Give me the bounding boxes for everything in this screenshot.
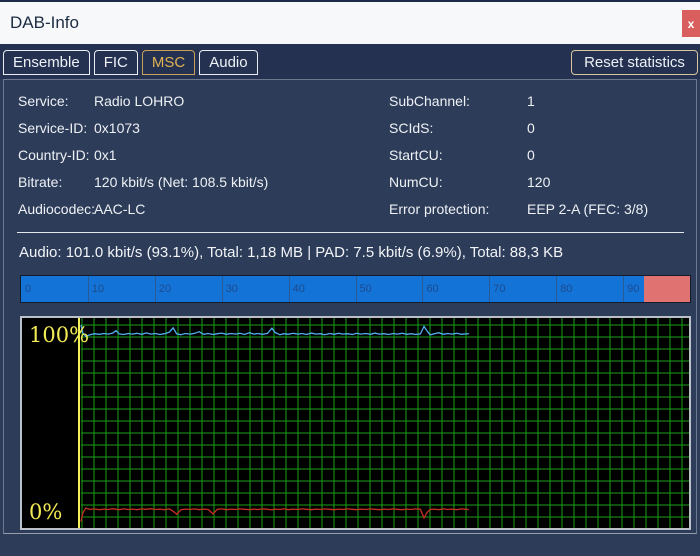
tick-label-70: 70 (493, 283, 506, 295)
tick-label-80: 80 (560, 283, 573, 295)
bitrate-value: 120 kbit/s (Net: 108.5 kbit/s) (94, 174, 269, 190)
service-value: Radio LOHRO (94, 93, 185, 109)
info-column-left: Service: Radio LOHRO Service-ID: 0x1073 … (18, 88, 268, 223)
audiocodec-label: Audiocodec: (18, 201, 96, 217)
audiocodec-value: AAC-LC (94, 201, 146, 217)
error-protection-label: Error protection: (389, 201, 490, 217)
audio-pad-ratio-progressbar: 0 10 20 30 40 50 60 70 80 90 (20, 275, 691, 303)
tab-ensemble[interactable]: Ensemble (3, 50, 90, 75)
numcu-label: NumCU: (389, 174, 443, 190)
tick-label-90: 90 (627, 283, 640, 295)
bitrate-label: Bitrate: (18, 174, 63, 190)
tab-audio[interactable]: Audio (199, 50, 258, 75)
tick-label-50: 50 (359, 283, 372, 295)
progress-fill (21, 276, 644, 302)
tab-fic[interactable]: FIC (93, 50, 138, 75)
stream-statistics-text: Audio: 101.0 kbit/s (93.1%), Total: 1,18… (19, 244, 564, 261)
tick-label-40: 40 (292, 283, 305, 295)
scids-value: 0 (527, 120, 535, 136)
info-row-service: Service: Radio LOHRO (18, 88, 268, 115)
tick-label-30: 30 (225, 283, 238, 295)
info-row-numcu: NumCU: 120 (389, 169, 648, 196)
scids-label: SCIdS: (389, 120, 434, 136)
tick-label-60: 60 (426, 283, 439, 295)
info-row-error-protection: Error protection: EEP 2-A (FEC: 3/8) (389, 196, 648, 223)
info-column-right: SubChannel: 1 SCIdS: 0 StartCU: 0 NumCU:… (389, 88, 648, 223)
country-id-value: 0x1 (94, 147, 117, 163)
chart-canvas: 100% 0% (22, 318, 689, 528)
info-row-subchannel: SubChannel: 1 (389, 88, 648, 115)
info-row-bitrate: Bitrate: 120 kbit/s (Net: 108.5 kbit/s) (18, 169, 268, 196)
service-id-label: Service-ID: (18, 120, 88, 136)
startcu-label: StartCU: (389, 147, 443, 163)
close-button[interactable]: x (682, 10, 700, 37)
bitrate-history-chart: 100% 0% (20, 316, 691, 530)
ytick-100-label: 100% (29, 323, 89, 347)
service-id-value: 0x1073 (94, 120, 140, 136)
tick-label-10: 10 (91, 283, 105, 295)
ytick-0-label: 0% (29, 500, 62, 524)
service-label: Service: (18, 93, 69, 109)
tick-label-20: 20 (158, 283, 172, 295)
titlebar: DAB-Info (0, 0, 700, 44)
country-id-label: Country-ID: (18, 147, 90, 163)
window-title: DAB-Info (10, 13, 79, 32)
numcu-value: 120 (527, 174, 551, 190)
info-row-audiocodec: Audiocodec: AAC-LC (18, 196, 268, 223)
close-icon: x (687, 16, 695, 31)
reset-statistics-button[interactable]: Reset statistics (571, 50, 698, 75)
tab-msc[interactable]: MSC (141, 50, 196, 75)
horizontal-separator (17, 232, 684, 233)
tab-bar: Ensemble FIC MSC Audio Reset statistics (0, 44, 700, 79)
subchannel-label: SubChannel: (389, 93, 470, 109)
info-row-startcu: StartCU: 0 (389, 142, 648, 169)
error-protection-value: EEP 2-A (FEC: 3/8) (527, 201, 649, 217)
tick-label-0: 0 (25, 283, 32, 295)
info-row-service-id: Service-ID: 0x1073 (18, 115, 268, 142)
startcu-value: 0 (527, 147, 535, 163)
info-row-scids: SCIdS: 0 (389, 115, 648, 142)
subchannel-value: 1 (527, 93, 535, 109)
tab-strip: Ensemble FIC MSC Audio (3, 50, 258, 75)
info-row-country-id: Country-ID: 0x1 (18, 142, 268, 169)
